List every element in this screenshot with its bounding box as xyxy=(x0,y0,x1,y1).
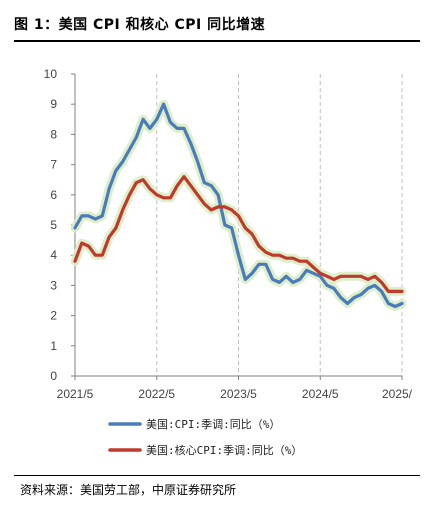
x-tick-label: 2025/ xyxy=(382,387,413,401)
legend-label: 美国:CPI:季调:同比（%） xyxy=(146,418,280,431)
bottom-rule xyxy=(14,475,420,476)
y-tick-label: 4 xyxy=(50,248,57,262)
x-tick-label: 2023/5 xyxy=(220,387,257,401)
y-tick-label: 9 xyxy=(50,97,57,111)
y-tick-label: 8 xyxy=(50,127,57,141)
x-tick-label: 2022/5 xyxy=(138,387,175,401)
chart-title: 图 1：美国 CPI 和核心 CPI 同比增速 xyxy=(14,17,266,33)
y-tick-label: 7 xyxy=(50,158,57,172)
x-tick-labels: 2021/5 2022/5 2023/5 2024/5 2025/ xyxy=(57,376,413,401)
cpi-series-line xyxy=(73,102,404,309)
y-tick-label: 10 xyxy=(44,67,58,81)
y-tick-label: 3 xyxy=(50,278,57,292)
top-rule xyxy=(14,40,420,42)
gridlines xyxy=(156,74,403,376)
source-note: 资料来源：美国劳工部，中原证券研究所 xyxy=(20,483,237,497)
y-tick-label: 1 xyxy=(50,339,57,353)
y-tick-label: 2 xyxy=(50,309,57,323)
y-tick-label: 0 xyxy=(50,369,57,383)
y-tick-label: 6 xyxy=(50,188,57,202)
x-tick-label: 2024/5 xyxy=(302,387,339,401)
y-tick-label: 5 xyxy=(50,218,57,232)
series-lines xyxy=(70,99,407,311)
legend-label: 美国:核心CPI:季调:同比（%） xyxy=(146,443,302,457)
core-cpi-series-line xyxy=(73,175,404,293)
legend: 美国:CPI:季调:同比（%） 美国:核心CPI:季调:同比（%） xyxy=(108,418,302,457)
y-tick-labels: 0 1 2 3 4 5 6 7 8 9 10 xyxy=(44,67,75,383)
x-tick-label: 2021/5 xyxy=(57,387,94,401)
